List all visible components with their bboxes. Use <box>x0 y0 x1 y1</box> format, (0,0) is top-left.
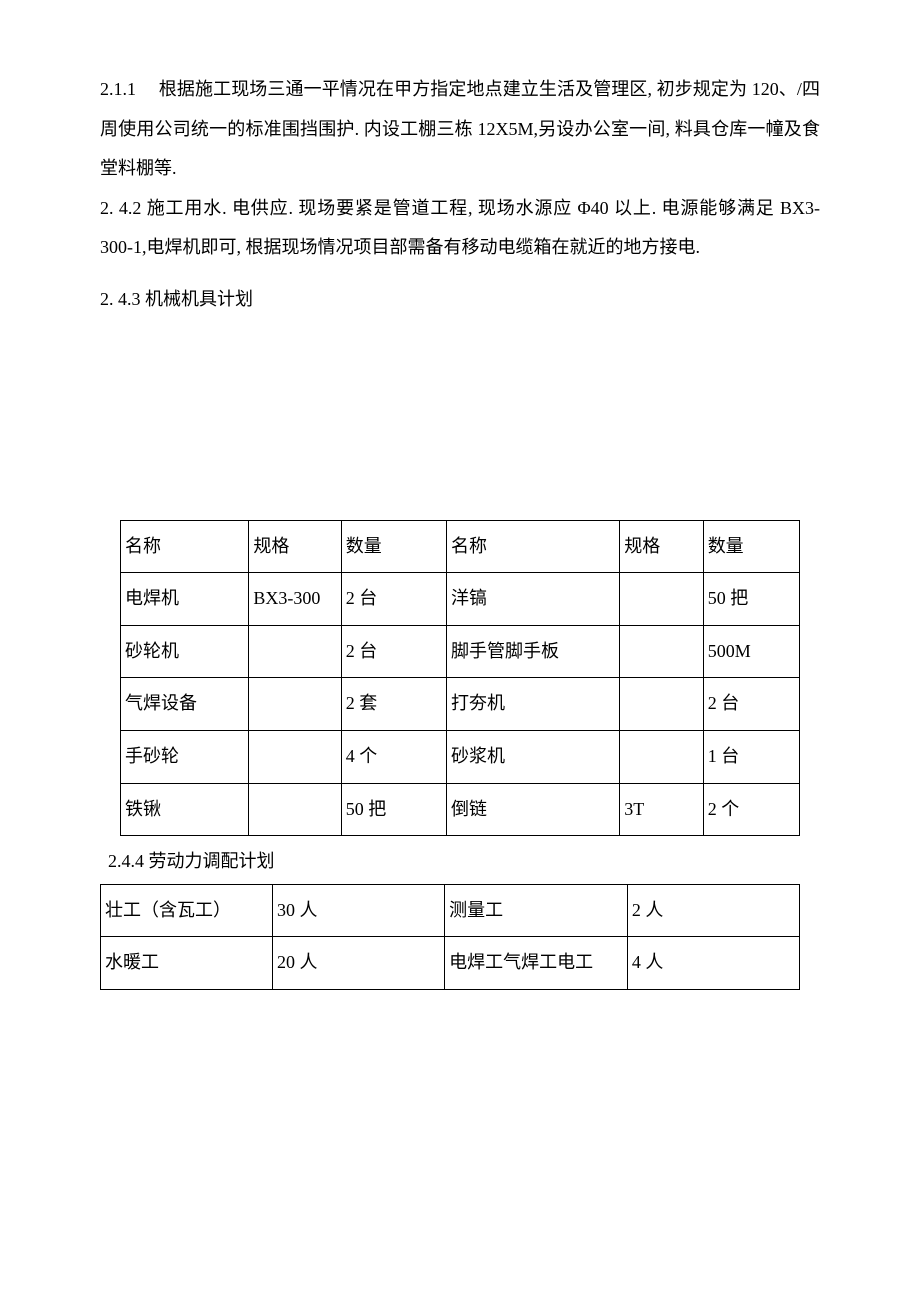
section-heading-244: 2.4.4 劳动力调配计划 <box>108 842 820 882</box>
section-heading-243: 2. 4.3 机械机具计划 <box>100 280 820 320</box>
cell-spec2 <box>620 678 703 731</box>
cell-spec2: 3T <box>620 783 703 836</box>
cell-name: 电焊机 <box>121 573 249 626</box>
table-row: 砂轮机 2 台 脚手管脚手板 500M <box>121 625 800 678</box>
cell-spec <box>249 625 341 678</box>
cell-name2: 脚手管脚手板 <box>447 625 620 678</box>
cell-name: 手砂轮 <box>121 730 249 783</box>
paragraph-2: 2. 4.2 施工用水. 电供应. 现场要紧是管道工程, 现场水源应 Φ40 以… <box>100 189 820 268</box>
cell-qty: 2 台 <box>341 573 446 626</box>
cell-count: 20 人 <box>273 937 445 990</box>
header-qty2: 数量 <box>703 520 799 573</box>
header-spec2: 规格 <box>620 520 703 573</box>
cell-qty: 50 把 <box>341 783 446 836</box>
cell-count2: 2 人 <box>627 884 799 937</box>
header-name: 名称 <box>121 520 249 573</box>
header-spec: 规格 <box>249 520 341 573</box>
cell-qty2: 500M <box>703 625 799 678</box>
cell-qty2: 1 台 <box>703 730 799 783</box>
cell-spec <box>249 783 341 836</box>
cell-role: 壮工（含瓦工） <box>101 884 273 937</box>
cell-name: 气焊设备 <box>121 678 249 731</box>
table-row: 水暖工 20 人 电焊工气焊工电工 4 人 <box>101 937 800 990</box>
cell-name: 砂轮机 <box>121 625 249 678</box>
table-row: 铁锹 50 把 倒链 3T 2 个 <box>121 783 800 836</box>
cell-spec2 <box>620 625 703 678</box>
cell-role: 水暖工 <box>101 937 273 990</box>
cell-spec2 <box>620 730 703 783</box>
cell-name2: 倒链 <box>447 783 620 836</box>
cell-qty2: 2 台 <box>703 678 799 731</box>
cell-spec <box>249 678 341 731</box>
labor-table: 壮工（含瓦工） 30 人 测量工 2 人 水暖工 20 人 电焊工气焊工电工 4… <box>100 884 800 990</box>
cell-qty2: 50 把 <box>703 573 799 626</box>
table-row: 电焊机 BX3-300 2 台 洋镐 50 把 <box>121 573 800 626</box>
cell-qty: 2 套 <box>341 678 446 731</box>
cell-spec <box>249 730 341 783</box>
cell-qty: 4 个 <box>341 730 446 783</box>
header-name2: 名称 <box>447 520 620 573</box>
cell-name2: 打夯机 <box>447 678 620 731</box>
header-qty: 数量 <box>341 520 446 573</box>
equipment-table: 名称 规格 数量 名称 规格 数量 电焊机 BX3-300 2 台 洋镐 50 … <box>120 520 800 837</box>
cell-name2: 洋镐 <box>447 573 620 626</box>
cell-role2: 电焊工气焊工电工 <box>445 937 628 990</box>
table-header-row: 名称 规格 数量 名称 规格 数量 <box>121 520 800 573</box>
cell-spec2 <box>620 573 703 626</box>
cell-name2: 砂浆机 <box>447 730 620 783</box>
equipment-table-wrapper: 名称 规格 数量 名称 规格 数量 电焊机 BX3-300 2 台 洋镐 50 … <box>100 520 820 837</box>
table-row: 壮工（含瓦工） 30 人 测量工 2 人 <box>101 884 800 937</box>
cell-qty: 2 台 <box>341 625 446 678</box>
table-row: 手砂轮 4 个 砂浆机 1 台 <box>121 730 800 783</box>
paragraph-1: 2.1.1 根据施工现场三通一平情况在甲方指定地点建立生活及管理区, 初步规定为… <box>100 70 820 189</box>
cell-count2: 4 人 <box>627 937 799 990</box>
table-row: 气焊设备 2 套 打夯机 2 台 <box>121 678 800 731</box>
cell-spec: BX3-300 <box>249 573 341 626</box>
cell-qty2: 2 个 <box>703 783 799 836</box>
cell-role2: 测量工 <box>445 884 628 937</box>
cell-name: 铁锹 <box>121 783 249 836</box>
cell-count: 30 人 <box>273 884 445 937</box>
